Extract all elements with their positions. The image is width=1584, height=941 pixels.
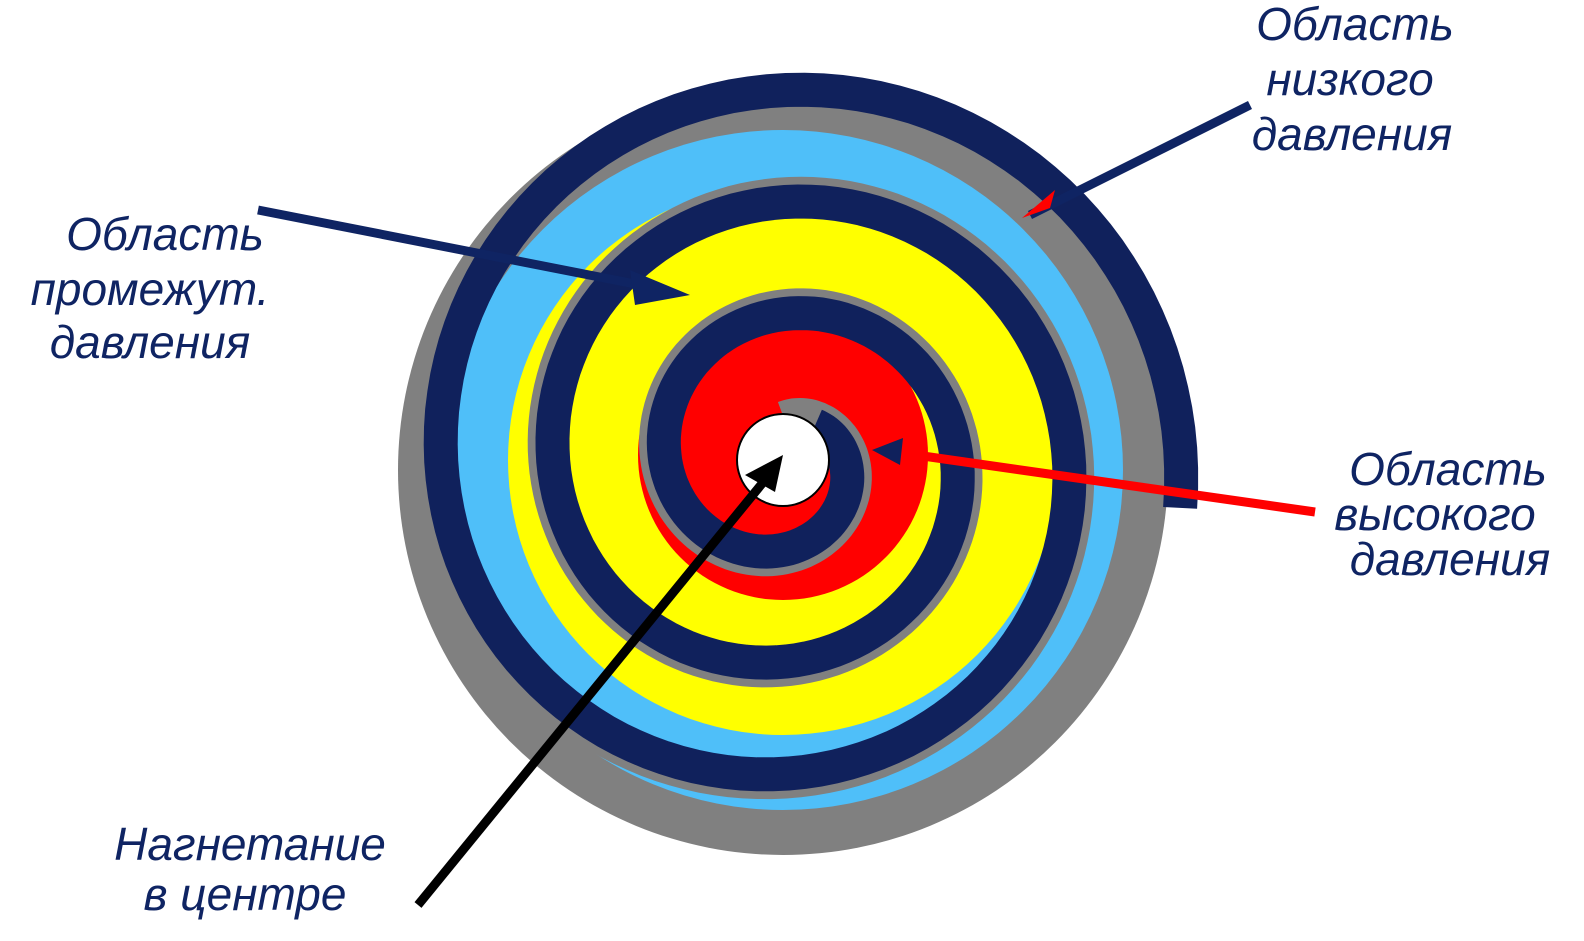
pointers (257, 100, 1316, 908)
label-line: Область (1256, 0, 1454, 50)
label-line: давления (1252, 108, 1453, 160)
label-line: высокого (1334, 488, 1536, 540)
label-line: низкого (1266, 53, 1433, 105)
pointer-high-head (872, 438, 903, 465)
pointer-mid-head (630, 270, 690, 305)
label-line: Область (66, 208, 264, 260)
pointer-center-head (745, 455, 783, 492)
pointer-low (1027, 100, 1253, 220)
moving-spiral (423, 72, 1199, 792)
pointer-low-head (1022, 190, 1055, 218)
pointer-high (894, 447, 1316, 517)
labels: Область низкого давления Область промежу… (31, 0, 1551, 920)
pointer-center (414, 477, 769, 908)
label-line: в центре (144, 868, 347, 920)
label-line: Нагнетание (114, 818, 386, 870)
label-line: давления (1350, 533, 1551, 585)
label-line: Область (1349, 443, 1547, 495)
label-line: давления (50, 316, 251, 368)
pointer-mid (257, 205, 641, 290)
label-line: промежут. (31, 263, 270, 315)
